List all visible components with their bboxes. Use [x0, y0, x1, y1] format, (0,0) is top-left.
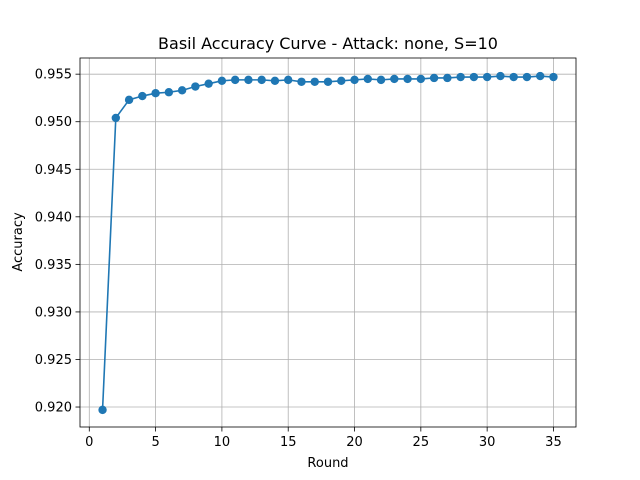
data-point	[363, 74, 372, 84]
data-point	[297, 77, 306, 86]
data-point	[191, 82, 200, 91]
grid-layer	[80, 58, 576, 427]
x-tick-label: 10	[214, 435, 231, 450]
data-point	[429, 73, 439, 83]
data-point	[270, 76, 280, 86]
data-point	[111, 113, 121, 123]
data-point	[323, 77, 333, 86]
y-tick-label: 0.940	[35, 210, 72, 225]
y-tick-label: 0.955	[35, 68, 72, 83]
data-point	[204, 79, 213, 88]
y-tick-label: 0.925	[35, 353, 72, 368]
data-point	[230, 75, 240, 85]
data-point	[482, 72, 492, 82]
data-point	[177, 86, 187, 95]
data-point	[138, 91, 147, 101]
data-point	[549, 72, 558, 82]
x-axis-label: Round	[307, 456, 348, 471]
x-tick-label: 20	[346, 435, 363, 450]
data-point	[257, 75, 266, 85]
data-point	[522, 72, 532, 82]
data-point	[390, 74, 399, 84]
series-layer	[98, 71, 558, 415]
data-point	[217, 76, 227, 86]
data-point	[443, 73, 452, 83]
chart-title: Basil Accuracy Curve - Attack: none, S=1…	[158, 34, 498, 53]
data-point	[164, 88, 174, 97]
x-tick-label: 30	[479, 435, 496, 450]
data-point	[244, 75, 253, 85]
data-point	[98, 405, 107, 415]
data-point	[310, 77, 319, 86]
x-tick-label: 0	[85, 435, 93, 450]
y-tick-label: 0.920	[35, 401, 72, 416]
y-tick-label: 0.945	[35, 163, 72, 178]
data-point	[376, 75, 386, 85]
data-point	[337, 76, 346, 86]
plot-frame	[79, 57, 577, 428]
y-axis-label: Accuracy	[11, 212, 26, 272]
data-point	[416, 74, 426, 84]
data-point	[350, 75, 359, 85]
x-tick-label: 5	[151, 435, 159, 450]
x-tick-label: 35	[545, 435, 562, 450]
data-point	[509, 72, 518, 82]
y-tick-label: 0.950	[35, 115, 72, 130]
axes-layer: 0 5 10 15 20 25 30 35 0.920 0.925 0.930 0.935 0.940 0…	[35, 57, 577, 450]
y-tick-label: 0.935	[35, 258, 72, 273]
data-point	[535, 71, 545, 81]
data-point	[456, 72, 465, 82]
data-point	[124, 95, 134, 105]
data-point	[151, 88, 160, 98]
data-point	[469, 72, 479, 82]
data-point	[403, 74, 412, 84]
data-point	[284, 75, 293, 85]
data-point	[496, 71, 505, 81]
x-tick-label: 25	[413, 435, 430, 450]
y-tick-label: 0.930	[35, 305, 72, 320]
x-tick-label: 15	[280, 435, 297, 450]
